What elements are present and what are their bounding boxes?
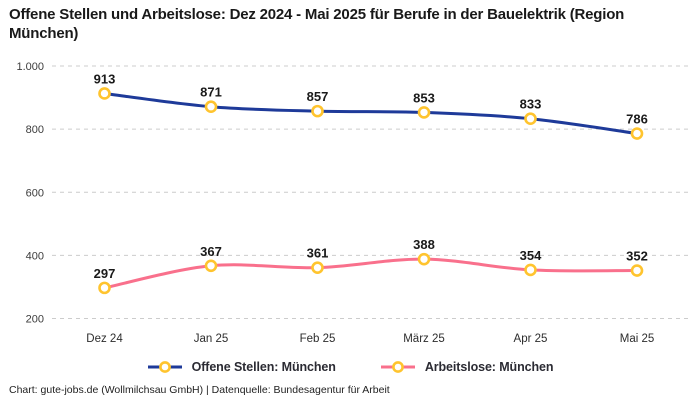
legend: Offene Stellen: München Arbeitslose: Mün…	[0, 360, 700, 374]
data-point-marker	[417, 252, 431, 266]
legend-label-offene-stellen: Offene Stellen: München	[191, 360, 336, 374]
line-chart-canvas: 200 400 600 800 1.000 Dez 24 Jan 25 Feb 25 März …	[16, 61, 692, 345]
legend-item-offene-stellen: Offene Stellen: München	[147, 360, 336, 374]
x-tick-label: Feb 25	[300, 333, 336, 345]
legend-label-arbeitslose: Arbeitslose: München	[424, 360, 554, 374]
data-point-marker	[204, 259, 218, 273]
data-point-marker	[630, 127, 644, 140]
data-point-marker	[524, 112, 537, 126]
series-line-offene-stellen	[103, 91, 639, 136]
data-point-marker	[98, 87, 111, 100]
data-point-label: 871	[200, 85, 222, 100]
data-point-label: 786	[626, 112, 648, 127]
x-tick-label: Apr 25	[514, 333, 548, 345]
x-tick-label: Dez 24	[86, 333, 123, 345]
y-tick-label: 600	[26, 187, 44, 199]
data-point-marker	[311, 261, 324, 274]
data-point-marker	[98, 281, 111, 295]
x-tick-label: März 25	[403, 333, 445, 345]
y-tick-label: 200	[26, 314, 44, 326]
chart-footer: Chart: gute-jobs.de (Wollmilchsau GmbH) …	[9, 384, 390, 396]
data-point-marker	[417, 106, 431, 119]
data-point-label: 367	[200, 244, 222, 259]
data-point-marker	[204, 100, 218, 114]
legend-item-arbeitslose: Arbeitslose: München	[380, 360, 554, 374]
data-point-label: 354	[520, 248, 542, 263]
chart-title: Offene Stellen und Arbeitslose: Dez 2024…	[9, 6, 625, 42]
data-point-label: 352	[626, 249, 648, 264]
data-point-label: 297	[94, 266, 116, 281]
data-point-marker	[311, 104, 324, 118]
data-point-label: 388	[413, 237, 435, 252]
data-point-marker	[524, 263, 537, 277]
x-tick-label: Jan 25	[194, 333, 229, 345]
data-point-label: 853	[413, 90, 435, 105]
y-tick-label: 800	[26, 124, 44, 136]
data-point-label: 833	[520, 97, 542, 112]
series-line-arbeitslose	[103, 257, 639, 290]
y-tick-label: 400	[26, 250, 44, 262]
data-point-label: 857	[307, 89, 329, 104]
data-point-marker	[630, 264, 644, 277]
legend-swatch-arbeitslose-icon	[380, 361, 415, 373]
data-point-label: 913	[94, 71, 116, 86]
y-tick-label: 1.000	[16, 61, 44, 73]
legend-swatch-offene-stellen-icon	[147, 361, 182, 373]
x-tick-label: Mai 25	[620, 333, 655, 345]
data-point-label: 361	[307, 246, 329, 261]
